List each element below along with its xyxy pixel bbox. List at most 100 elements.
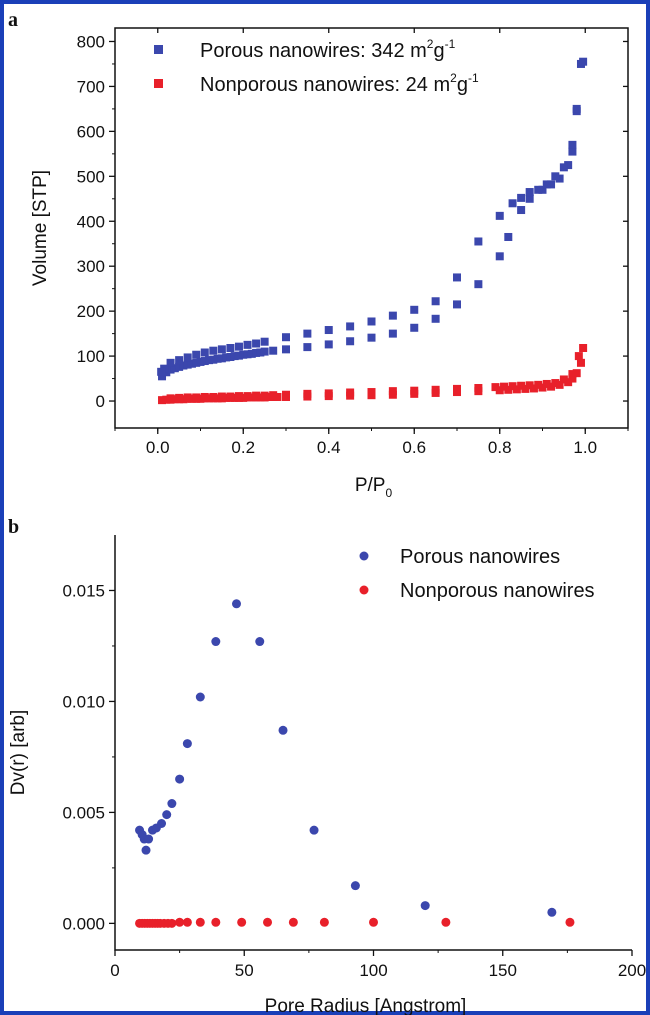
panel-a-x-axis-title-subscript: 0: [385, 486, 392, 500]
legend-marker-porous-isotherm: [154, 45, 163, 54]
panel-b-points: [135, 599, 575, 928]
nonporous-isotherm-point: [538, 383, 547, 392]
porous-distribution-point: [162, 810, 172, 820]
nonporous-distribution-point: [211, 917, 221, 927]
porous-isotherm-point: [303, 343, 312, 352]
nonporous-isotherm-point: [551, 379, 560, 388]
nonporous-isotherm-point: [175, 393, 184, 402]
porous-isotherm-point: [555, 174, 564, 183]
nonporous-isotherm-point: [239, 393, 248, 402]
porous-isotherm-point: [196, 357, 205, 366]
panel-a-y-axis-title: Volume [STP]: [30, 170, 51, 286]
porous-isotherm-point: [183, 360, 192, 369]
porous-isotherm-point: [222, 353, 231, 362]
nonporous-isotherm-point: [504, 385, 513, 394]
nonporous-distribution-point: [182, 917, 192, 927]
porous-isotherm-point: [538, 185, 547, 194]
nonporous-isotherm-point: [388, 387, 397, 396]
porous-isotherm-point: [517, 206, 526, 215]
y-tick-label: 200: [77, 302, 105, 321]
porous-isotherm-point: [324, 326, 333, 335]
porous-isotherm-point: [205, 356, 214, 365]
porous-isotherm-point: [243, 350, 252, 359]
porous-distribution-point: [144, 834, 154, 844]
porous-isotherm-point: [474, 237, 483, 246]
nonporous-isotherm-point: [474, 384, 483, 392]
nonporous-isotherm-point: [230, 393, 239, 402]
porous-isotherm-point: [564, 161, 573, 170]
nonporous-isotherm-point: [264, 392, 273, 401]
panel-a-x-axis-title-main: P/P: [355, 475, 386, 496]
nonporous-isotherm-point: [256, 393, 265, 402]
panel-a-legend: Porous nanowires: 342 m2g-1 Nonporous na…: [154, 37, 479, 96]
porous-isotherm-point: [346, 337, 355, 346]
porous-isotherm-point: [213, 354, 222, 363]
porous-isotherm-point: [495, 252, 504, 261]
porous-distribution-point: [157, 819, 167, 829]
nonporous-distribution-point: [167, 918, 177, 928]
nonporous-isotherm-point: [213, 394, 222, 403]
porous-distribution-point: [141, 845, 151, 855]
legend-label-porous-distribution: Porous nanowires: [400, 546, 560, 568]
x-tick-label: 100: [359, 961, 387, 980]
nonporous-isotherm-point: [431, 385, 440, 394]
porous-isotherm-point: [324, 340, 333, 349]
porous-isotherm-point: [256, 348, 265, 357]
porous-isotherm-point: [187, 359, 196, 368]
porous-isotherm-point: [346, 322, 355, 331]
porous-isotherm-point: [282, 345, 290, 354]
porous-isotherm-point: [269, 346, 278, 355]
nonporous-isotherm-point: [217, 392, 226, 401]
porous-isotherm-point: [252, 339, 261, 348]
nonporous-isotherm-point: [508, 382, 517, 391]
porous-distribution-point: [255, 637, 265, 647]
porous-isotherm-point: [217, 354, 226, 363]
porous-distribution-point: [182, 739, 192, 749]
porous-isotherm-point: [542, 180, 551, 189]
nonporous-distribution-point: [263, 917, 273, 927]
y-tick-label: 100: [77, 347, 105, 366]
porous-isotherm-point: [508, 199, 517, 208]
y-tick-label: 400: [77, 212, 105, 231]
nonporous-isotherm-point: [196, 394, 205, 403]
nonporous-isotherm-point: [579, 344, 588, 352]
nonporous-isotherm-point: [500, 382, 509, 391]
nonporous-isotherm-point: [200, 392, 209, 401]
nonporous-isotherm-point: [269, 391, 278, 400]
porous-isotherm-point: [209, 346, 218, 355]
nonporous-distribution-point: [319, 917, 329, 927]
nonporous-isotherm-point: [525, 381, 534, 390]
nonporous-isotherm-point: [162, 395, 171, 404]
panel-a-x-axis-title: P/P0: [355, 475, 393, 500]
nonporous-isotherm-point: [179, 395, 188, 404]
porous-isotherm-point: [504, 232, 513, 241]
porous-isotherm-point: [226, 352, 235, 361]
panel-b-x-axis-title: Pore Radius [Angstrom]: [265, 996, 467, 1015]
x-tick-label: 0.8: [488, 438, 512, 457]
porous-isotherm-point: [367, 333, 376, 342]
x-tick-label: 50: [235, 961, 254, 980]
legend-label-nonporous-isotherm: Nonporous nanowires: 24 m2g-1: [200, 71, 479, 96]
porous-isotherm-point: [547, 180, 556, 189]
nonporous-isotherm-point: [367, 388, 376, 397]
y-tick-label: 600: [77, 122, 105, 141]
y-tick-label: 0.015: [62, 581, 105, 600]
nonporous-isotherm-point: [282, 390, 290, 399]
nonporous-isotherm-point: [187, 394, 196, 403]
porous-isotherm-point: [559, 163, 568, 172]
nonporous-distribution-point: [237, 917, 247, 927]
nonporous-isotherm-point: [346, 388, 355, 397]
nonporous-isotherm-point: [252, 391, 261, 400]
nonporous-isotherm-point: [205, 394, 214, 403]
nonporous-isotherm-point: [166, 394, 175, 403]
y-tick-label: 800: [77, 32, 105, 51]
porous-isotherm-point: [525, 194, 534, 203]
nonporous-isotherm-point: [234, 392, 243, 401]
y-tick-label: 0.010: [62, 692, 105, 711]
porous-isotherm-point: [579, 57, 588, 66]
porous-isotherm-point: [410, 323, 419, 332]
nonporous-isotherm-point: [534, 380, 543, 389]
y-tick-label: 0.000: [62, 914, 105, 933]
nonporous-isotherm-point: [170, 395, 179, 404]
